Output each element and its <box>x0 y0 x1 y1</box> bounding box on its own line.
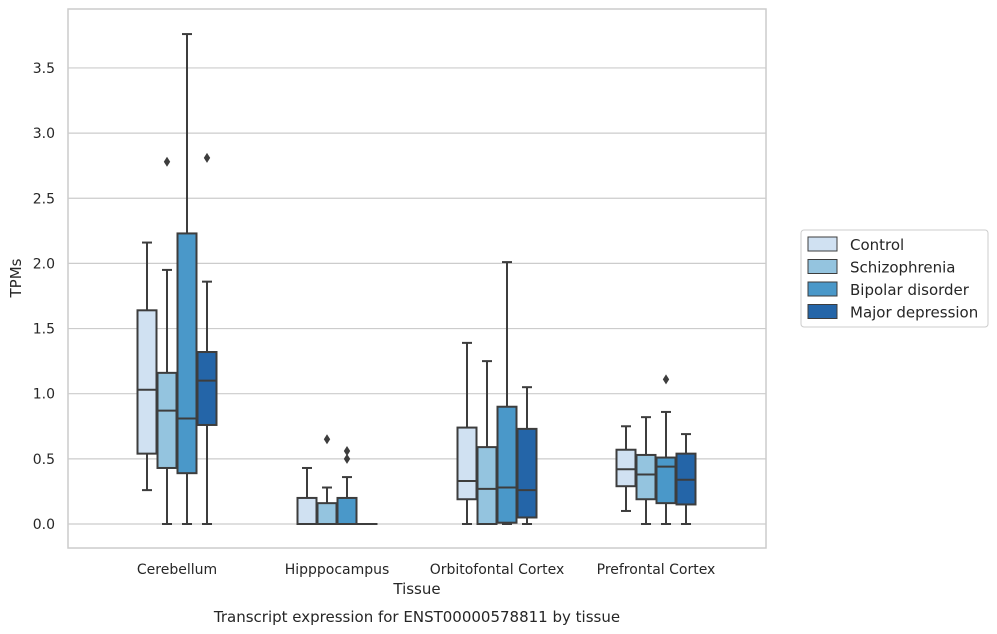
legend-label: Control <box>850 236 904 254</box>
box-major-depression <box>196 152 218 525</box>
x-tick-label: Prefrontal Cortex <box>597 562 716 578</box>
y-tick-label: 2.5 <box>33 191 55 207</box>
x-tick-label: Orbitofontal Cortex <box>430 562 565 578</box>
legend-label: Schizophrenia <box>850 259 955 277</box>
legend-swatch <box>807 236 838 252</box>
box-body <box>176 232 198 475</box>
legend-frame <box>800 229 989 328</box>
legend-label: Major depression <box>850 304 978 322</box>
outlier-point <box>662 374 670 385</box>
box-body <box>476 446 498 525</box>
box-body <box>655 456 677 505</box>
box-control <box>456 341 478 525</box>
legend-swatch <box>807 259 838 274</box>
legend-label: Bipolar disorder <box>850 281 970 299</box>
box-body <box>336 496 358 526</box>
box-body <box>635 453 657 501</box>
box-body <box>516 427 538 519</box>
x-tick-label: Cerebellum <box>137 562 217 578</box>
box-major-depression <box>516 386 538 525</box>
y-tick-label: 1.0 <box>33 387 55 403</box>
outlier-point <box>203 152 211 163</box>
box-bipolar-disorder <box>176 33 198 525</box>
legend-swatch <box>807 281 838 297</box>
box-body <box>196 351 218 426</box>
y-tick-label: 1.5 <box>33 322 55 338</box>
y-tick-label: 0.0 <box>33 517 55 533</box>
box-schizophrenia <box>156 156 178 525</box>
box-schizophrenia <box>635 416 657 525</box>
box-bipolar-disorder <box>496 261 518 525</box>
outlier-point <box>163 156 171 167</box>
x-tick-label: Hipppocampus <box>285 562 390 578</box>
outlier-point <box>343 446 351 457</box>
x-axis-title: Tissue <box>392 580 440 598</box>
box-bipolar-disorder <box>655 374 677 525</box>
boxes <box>136 33 697 526</box>
box-body <box>615 448 637 488</box>
box-body <box>496 405 518 524</box>
box-bipolar-disorder <box>336 446 358 526</box>
box-body <box>316 502 338 526</box>
box-control <box>296 466 318 526</box>
box-body <box>136 309 158 455</box>
chart-caption: Transcript expression for ENST0000057881… <box>213 608 620 626</box>
box-control <box>136 241 158 492</box>
legend-swatch <box>807 304 838 319</box>
box-body <box>156 371 178 469</box>
legend: Control Schizophrenia Bipolar disorder Majo… <box>800 229 989 328</box>
box-control <box>615 425 637 512</box>
plot-frame <box>67 8 767 549</box>
x-tick-labels: Cerebellum Hipppocampus Orbitofontal Corte… <box>137 562 715 578</box>
outlier-point <box>323 434 331 445</box>
y-tick-label: 0.5 <box>33 452 55 468</box>
y-tick-label: 2.0 <box>33 256 55 272</box>
box-schizophrenia <box>316 434 338 526</box>
box-body <box>456 426 478 501</box>
y-tick-label: 3.5 <box>33 61 55 77</box>
box-major-depression <box>675 433 697 525</box>
box-body <box>296 496 318 526</box>
y-tick-labels: 0.0 0.5 1.0 1.5 2.0 2.5 3.0 3.5 <box>33 61 55 533</box>
outlier-point <box>343 453 351 464</box>
y-tick-label: 3.0 <box>33 126 55 142</box>
y-axis-title: TPMs <box>7 258 25 298</box>
box-schizophrenia <box>476 360 498 525</box>
